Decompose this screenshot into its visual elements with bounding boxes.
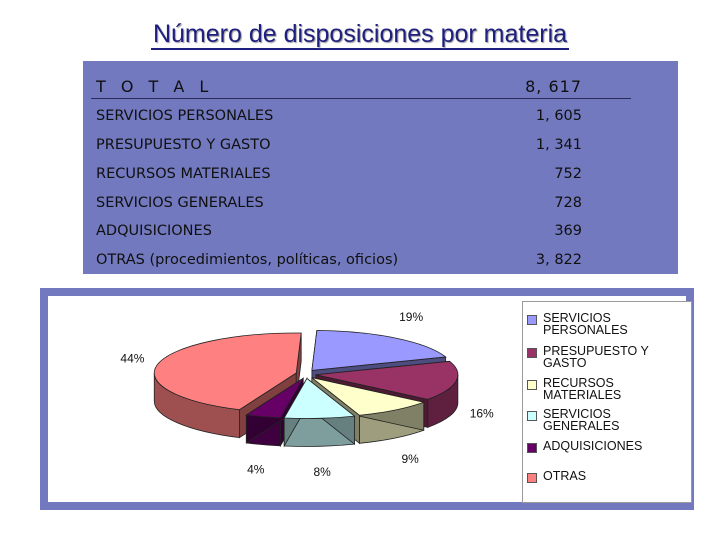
total-divider [91, 98, 631, 99]
pie-label: 16% [470, 406, 494, 420]
pie-label: 9% [401, 452, 419, 466]
legend-swatch [527, 473, 537, 483]
legend-swatch [527, 315, 537, 325]
pie-chart: 19% 16% 9% 8% 4% 44% [120, 310, 494, 479]
row-label: PRESUPUESTO Y GASTO [96, 137, 271, 153]
row-label: SERVICIOS PERSONALES [96, 108, 274, 124]
legend-swatch [527, 443, 537, 453]
pie-slices [153, 329, 459, 448]
chart-panel: 19% 16% 9% 8% 4% 44% SERVICIOS PERSONALES PRES… [40, 288, 694, 510]
total-value: 8, 617 [525, 77, 582, 96]
legend-label: SERVICIOS GENERALES [543, 407, 620, 433]
legend-swatch [527, 411, 537, 421]
row-value: 369 [554, 223, 582, 239]
row-value: 1, 605 [535, 108, 582, 124]
pie-label: 44% [120, 351, 144, 365]
chart-area: 19% 16% 9% 8% 4% 44% SERVICIOS PERSONALES PRES… [48, 296, 692, 503]
legend-label: PRESUPUESTO Y GASTO [543, 344, 649, 370]
pie-slice-servicios-generales [283, 377, 356, 419]
row-value: 752 [554, 166, 582, 182]
page-title: Número de disposiciones por materia [0, 20, 720, 50]
legend-label: OTRAS [543, 469, 587, 483]
pie-labels: 19% 16% 9% 8% 4% 44% [120, 310, 494, 479]
row-label: SERVICIOS GENERALES [96, 195, 264, 211]
row-value: 3, 822 [535, 252, 582, 268]
pie-slice-adquisiciones [245, 377, 304, 419]
pie-slice-otras [153, 332, 302, 411]
legend-label: SERVICIOS PERSONALES [543, 311, 628, 337]
pie-label: 4% [247, 463, 265, 477]
row-label: OTRAS (procedimientos, políticas, oficio… [96, 252, 399, 268]
pie-slice-presupuesto-y-gasto [315, 360, 459, 400]
total-label: T O T A L [96, 77, 214, 96]
pie-slice-recursos-materiales [311, 377, 426, 416]
row-label: RECURSOS MATERIALES [96, 166, 271, 182]
pie-slice-servicios-personales [311, 329, 447, 371]
pie-label: 8% [313, 465, 331, 479]
page-title-text: Número de disposiciones por materia [150, 20, 570, 50]
legend-label: ADQUISICIONES [543, 439, 643, 453]
legend-swatch [527, 380, 537, 390]
summary-table: T O T A L 8, 617 SERVICIOS PERSONALES 1,… [83, 61, 678, 274]
chart-legend: SERVICIOS PERSONALES PRESUPUESTO Y GASTO R… [522, 301, 692, 503]
legend-label: RECURSOS MATERIALES [543, 376, 622, 402]
row-value: 1, 341 [535, 137, 582, 153]
row-label: ADQUISICIONES [96, 223, 212, 239]
row-value: 728 [554, 195, 582, 211]
pie-label: 19% [399, 310, 423, 324]
legend-swatch [527, 348, 537, 358]
